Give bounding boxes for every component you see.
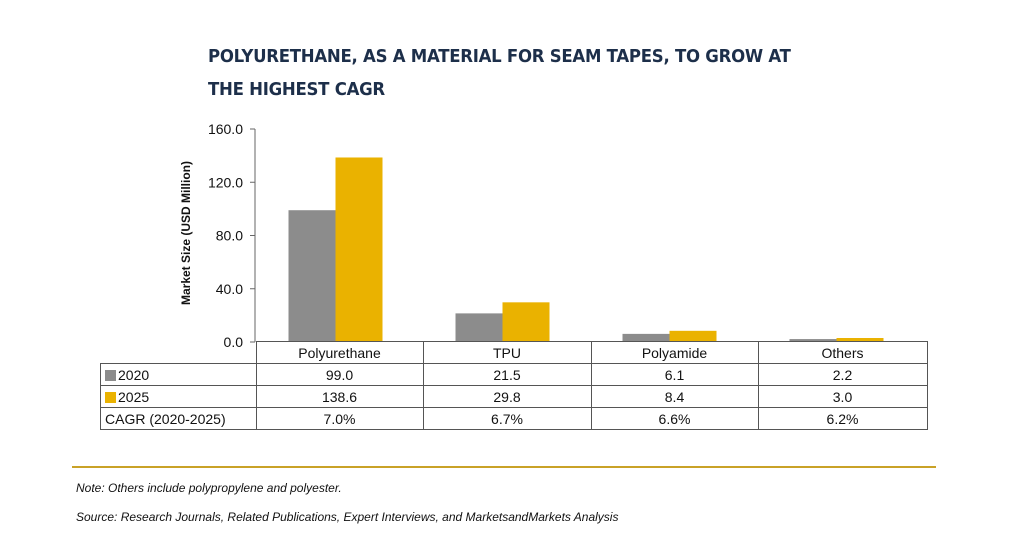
- bar-2020-tpu: [455, 313, 503, 342]
- table-corner-cell: [100, 341, 257, 364]
- bar-2025-others: [836, 338, 884, 342]
- category-label: Polyurethane: [255, 341, 424, 364]
- legend-entry-2020: 2020: [100, 363, 257, 386]
- legend-swatch-2020: [105, 369, 116, 381]
- data-label: 2.2: [757, 363, 928, 386]
- chart-title: POLYURETHANE, AS A MATERIAL FOR SEAM TAP…: [208, 40, 797, 106]
- cagr-value: 6.7%: [422, 407, 592, 430]
- bar-2025-polyurethane: [335, 157, 383, 342]
- category-label: TPU: [422, 341, 592, 364]
- category-label: Polyamide: [590, 341, 759, 364]
- y-tick-label: 120.0: [208, 174, 243, 190]
- table-row-2020: 2020 99.0 21.5 6.1 2.2: [100, 363, 928, 386]
- title-line-2: THE HIGHEST CAGR: [208, 79, 385, 100]
- cagr-value: 6.2%: [757, 407, 928, 430]
- data-label: 6.1: [590, 363, 759, 386]
- bar-2020-polyamide: [622, 333, 670, 342]
- divider-line: [72, 466, 936, 468]
- data-label: 29.8: [422, 385, 592, 408]
- source-note: Source: Research Journals, Related Publi…: [76, 510, 619, 524]
- data-label: 3.0: [757, 385, 928, 408]
- bar-2025-polyamide: [669, 330, 717, 342]
- cagr-value: 7.0%: [255, 407, 424, 430]
- cagr-value: 6.6%: [590, 407, 759, 430]
- legend-label-2020: 2020: [118, 366, 150, 383]
- bar-2020-polyurethane: [288, 210, 336, 342]
- data-table: Polyurethane TPU Polyamide Others 2020 9…: [100, 341, 928, 430]
- footnote: Note: Others include polypropylene and p…: [76, 481, 342, 495]
- category-label: Others: [757, 341, 928, 364]
- title-line-1: POLYURETHANE, AS A MATERIAL FOR SEAM TAP…: [208, 46, 791, 67]
- y-tick-label: 80.0: [216, 228, 243, 244]
- table-row-2025: 2025 138.6 29.8 8.4 3.0: [100, 385, 928, 408]
- legend-swatch-2025: [105, 391, 116, 403]
- bar-2025-tpu: [502, 302, 550, 342]
- y-tick-label: 40.0: [216, 281, 243, 297]
- cagr-row-label: CAGR (2020-2025): [100, 407, 257, 430]
- bar-2020-others: [789, 339, 837, 342]
- table-row-cagr: CAGR (2020-2025) 7.0% 6.7% 6.6% 6.2%: [100, 407, 928, 430]
- legend-label-2025: 2025: [118, 388, 150, 405]
- data-label: 138.6: [255, 385, 424, 408]
- y-tick-label: 160.0: [208, 121, 243, 137]
- data-label: 21.5: [422, 363, 592, 386]
- table-header-row: Polyurethane TPU Polyamide Others: [100, 341, 928, 364]
- legend-entry-2025: 2025: [100, 385, 257, 408]
- data-label: 8.4: [590, 385, 759, 408]
- data-label: 99.0: [255, 363, 424, 386]
